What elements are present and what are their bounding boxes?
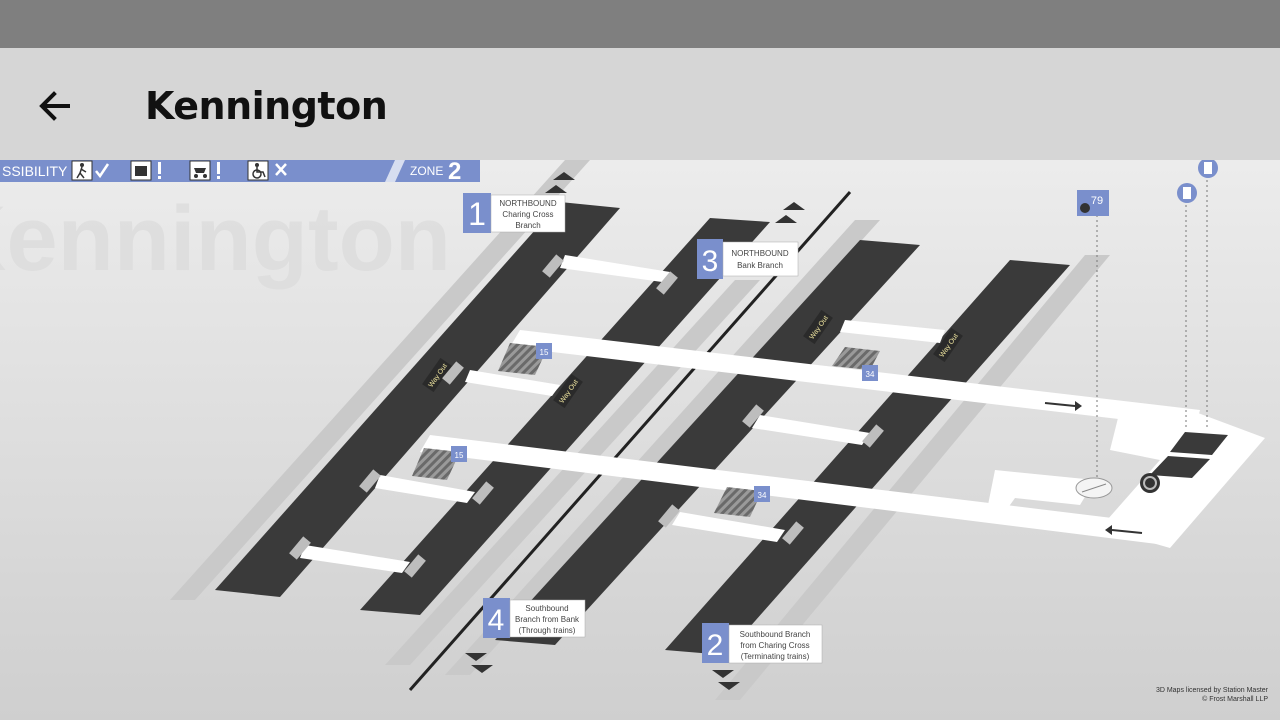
direction-arrow-left	[1105, 525, 1143, 535]
platform-label-3: 3 NORTHBOUND Bank Branch	[697, 239, 799, 279]
stair-block	[498, 343, 548, 375]
roundel-icon	[1140, 473, 1160, 493]
ticket-hall-inner	[985, 470, 1165, 542]
accessibility-label: SSIBILITY	[2, 163, 68, 179]
train-direction-chevrons	[465, 172, 805, 690]
map-credit: © Frost Marshall LLP	[1202, 695, 1268, 703]
platform-4	[360, 218, 770, 615]
platform-label-4: 4 Southbound Branch from Bank (Through t…	[483, 598, 586, 638]
stair-block	[832, 347, 880, 370]
stair-badge: 34	[754, 486, 770, 502]
svg-text:Branch: Branch	[515, 221, 540, 230]
lower-passage	[420, 435, 1170, 545]
track-bed	[385, 280, 760, 665]
map-watermark: Kennington	[0, 188, 451, 290]
svg-text:15: 15	[540, 348, 549, 357]
pushchair-warning-icon	[189, 160, 220, 181]
page-title: Kennington	[145, 84, 388, 128]
track-bed	[170, 160, 590, 600]
cross-passage	[300, 545, 410, 573]
arrow-back-icon	[39, 91, 70, 121]
stair-block	[412, 448, 460, 480]
svg-text:from Charing Cross: from Charing Cross	[740, 641, 809, 650]
platform-2	[665, 260, 1070, 655]
cross-passage	[465, 370, 560, 396]
upper-passage	[510, 330, 1200, 428]
ticket-hall	[1100, 410, 1265, 548]
station-map[interactable]: Kennington Way Out Way Out Way Out	[0, 160, 1280, 720]
stair-block	[714, 487, 762, 517]
cross-passage	[672, 512, 785, 542]
svg-text:Southbound: Southbound	[525, 604, 568, 613]
track-bed	[715, 255, 1110, 700]
svg-text:NORTHBOUND: NORTHBOUND	[731, 249, 788, 258]
lift-badge: 79	[1077, 190, 1109, 216]
zone-number: 2	[448, 160, 461, 185]
svg-text:Bank Branch: Bank Branch	[737, 261, 783, 270]
svg-text:34: 34	[758, 491, 767, 500]
track-bed	[445, 220, 880, 675]
escalator-icon	[1198, 160, 1218, 178]
cross-passage	[560, 255, 670, 282]
ticket-gate-icon	[1075, 477, 1113, 499]
cross-passage	[752, 415, 870, 445]
platform-1	[215, 202, 620, 597]
svg-text:(Terminating trains): (Terminating trains)	[741, 652, 810, 661]
map-credit: 3D Maps licensed by Station Master	[1156, 687, 1269, 694]
svg-text:(Through trains): (Through trains)	[519, 626, 576, 635]
luggage-warning-icon	[130, 160, 161, 181]
door-markers	[289, 254, 884, 578]
svg-text:2: 2	[707, 629, 724, 662]
platform-label-2: 2 Southbound Branch from Charing Cross (…	[702, 623, 823, 664]
escalator-block	[1150, 456, 1210, 478]
svg-text:3: 3	[702, 245, 719, 278]
status-bar	[0, 0, 1280, 48]
stair-badge: 15	[536, 343, 552, 359]
accessibility-bar: SSIBILITY ZONE 2	[0, 160, 480, 185]
upper-passage-top	[840, 320, 945, 343]
escalator-block	[1170, 432, 1228, 455]
stair-badge: 34	[862, 365, 878, 381]
map-background	[0, 160, 1280, 720]
wheelchair-cross-icon	[247, 160, 287, 181]
cross-passage	[375, 475, 475, 503]
svg-text:79: 79	[1091, 195, 1103, 207]
stair-badge: 15	[451, 446, 467, 462]
svg-text:Charing Cross: Charing Cross	[502, 210, 553, 219]
svg-text:NORTHBOUND: NORTHBOUND	[499, 199, 556, 208]
svg-text:Branch from Bank: Branch from Bank	[515, 615, 580, 624]
direction-arrow-right	[1044, 401, 1082, 411]
escalator-icon	[1177, 183, 1197, 203]
platform-label-1: 1 NORTHBOUND Charing Cross Branch	[463, 193, 566, 233]
svg-text:4: 4	[488, 604, 505, 637]
zone-label: ZONE	[410, 164, 443, 178]
back-button[interactable]	[30, 82, 82, 130]
svg-text:1: 1	[468, 196, 486, 232]
walking-person-check-icon	[71, 160, 110, 181]
svg-text:15: 15	[455, 451, 464, 460]
svg-text:34: 34	[866, 370, 875, 379]
svg-text:Southbound Branch: Southbound Branch	[740, 630, 811, 639]
app-bar: Kennington	[0, 48, 1280, 160]
